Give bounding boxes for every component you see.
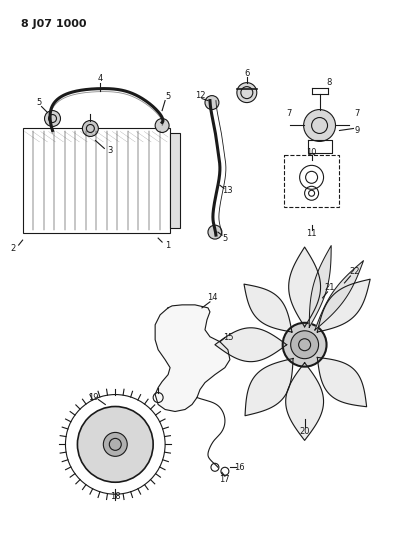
Bar [170,133,180,228]
Text: 7: 7 [355,109,360,118]
Text: 3: 3 [108,146,113,155]
Text: 7: 7 [286,109,292,118]
Text: 5: 5 [36,98,41,107]
Text: 9: 9 [355,126,360,135]
Text: 4: 4 [98,74,103,83]
Text: 18: 18 [110,491,121,500]
Text: 12: 12 [195,91,205,100]
Text: 11: 11 [307,229,317,238]
Text: 14: 14 [207,293,217,302]
Text: 16: 16 [234,463,245,472]
Text: 17: 17 [219,475,230,484]
Polygon shape [286,362,323,440]
Text: 1: 1 [165,240,171,249]
Polygon shape [155,305,230,411]
Circle shape [283,323,327,367]
Text: 8 J07 1000: 8 J07 1000 [20,19,86,29]
Text: 5: 5 [222,233,227,243]
Circle shape [103,432,127,456]
Circle shape [291,331,319,359]
Text: 13: 13 [223,186,233,195]
Text: 15: 15 [223,333,233,342]
Text: 8: 8 [327,78,332,87]
Bar [284,156,340,207]
Polygon shape [245,359,293,416]
Circle shape [237,83,257,102]
Polygon shape [317,358,367,407]
Polygon shape [244,284,292,332]
Text: 2: 2 [10,244,15,253]
Circle shape [82,120,98,136]
Polygon shape [309,246,331,327]
Circle shape [78,407,153,482]
Text: 6: 6 [244,69,249,78]
Text: 19: 19 [88,393,98,402]
Circle shape [205,95,219,110]
Text: 22: 22 [349,268,360,277]
Polygon shape [289,247,321,327]
Polygon shape [215,328,287,361]
Polygon shape [317,279,370,332]
Circle shape [304,110,336,141]
Text: 10: 10 [307,148,317,157]
Polygon shape [315,261,364,330]
Text: 21: 21 [324,284,335,293]
Bar [22,128,170,233]
Text: 20: 20 [299,427,310,436]
Text: 5: 5 [165,92,171,101]
Circle shape [208,225,222,239]
Circle shape [155,118,169,133]
Circle shape [45,110,61,126]
